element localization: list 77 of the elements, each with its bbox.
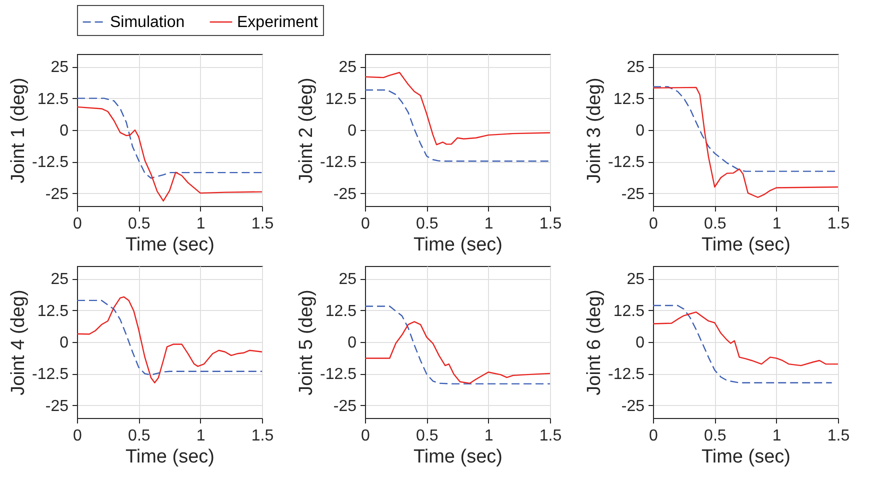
y-tick-label: 0 bbox=[636, 122, 645, 140]
y-tick-label: 0 bbox=[636, 334, 645, 352]
y-tick-label: 25 bbox=[338, 59, 357, 76]
x-axis-title: Time (sec) bbox=[125, 234, 215, 256]
x-tick-label: 1.5 bbox=[539, 428, 562, 444]
y-tick-label: 12.5 bbox=[325, 302, 357, 320]
x-axis-title: Time (sec) bbox=[701, 234, 791, 256]
x-axis-title: Time (sec) bbox=[413, 234, 503, 256]
x-tick-label: 0 bbox=[649, 216, 658, 232]
x-axis-title: Time (sec) bbox=[125, 446, 215, 468]
y-tick-label: -12.5 bbox=[32, 366, 69, 384]
y-tick-label: -12.5 bbox=[32, 154, 69, 172]
y-tick-label: -25 bbox=[621, 186, 645, 203]
line-series bbox=[364, 89, 551, 162]
y-tick-label: 25 bbox=[50, 271, 69, 288]
y-tick-label: 12.5 bbox=[325, 90, 357, 108]
x-tick-label: 1 bbox=[484, 428, 494, 444]
x-tick-label: 0 bbox=[73, 216, 82, 232]
x-tick-label: 0 bbox=[361, 216, 370, 232]
line-series bbox=[364, 321, 551, 384]
y-tick-label: 25 bbox=[338, 271, 357, 288]
x-tick-label: 0.5 bbox=[416, 428, 438, 444]
x-tick-label: 0.5 bbox=[704, 216, 726, 232]
y-tick-label: 12.5 bbox=[613, 90, 645, 108]
y-tick-label: -25 bbox=[621, 398, 645, 415]
y-axis-title: Joint 4 (deg) bbox=[8, 290, 30, 396]
x-tick-label: 1.5 bbox=[251, 428, 274, 444]
y-axis-title: Joint 3 (deg) bbox=[584, 78, 606, 184]
y-tick-label: 0 bbox=[348, 334, 357, 352]
x-tick-label: 0.5 bbox=[128, 428, 150, 444]
y-axis-title: Joint 6 (deg) bbox=[584, 290, 606, 396]
line-series bbox=[652, 86, 839, 198]
x-tick-label: 1 bbox=[196, 216, 206, 232]
x-tick-label: 1.5 bbox=[539, 216, 562, 232]
y-tick-label: -25 bbox=[45, 398, 69, 415]
x-tick-label: 1 bbox=[484, 216, 494, 232]
y-tick-label: 25 bbox=[626, 271, 645, 288]
y-axis-title: Joint 5 (deg) bbox=[296, 290, 318, 396]
y-tick-label: 12.5 bbox=[37, 90, 69, 108]
y-tick-label: 0 bbox=[60, 334, 69, 352]
x-tick-label: 1.5 bbox=[827, 428, 850, 444]
y-tick-label: 12.5 bbox=[37, 302, 69, 320]
line-series bbox=[76, 106, 263, 202]
y-tick-label: -12.5 bbox=[608, 154, 645, 172]
x-tick-label: 1.5 bbox=[251, 216, 274, 232]
y-tick-label: 0 bbox=[348, 122, 357, 140]
y-tick-label: 25 bbox=[50, 59, 69, 76]
legend-label: Experiment bbox=[237, 14, 318, 31]
x-tick-label: 1.5 bbox=[827, 216, 850, 232]
x-tick-label: 0.5 bbox=[704, 428, 726, 444]
x-tick-label: 0 bbox=[73, 428, 82, 444]
y-axis-title: Joint 2 (deg) bbox=[296, 78, 318, 184]
y-tick-label: -25 bbox=[333, 398, 357, 415]
x-tick-label: 1 bbox=[772, 216, 782, 232]
line-series bbox=[652, 312, 839, 366]
legend-label: Simulation bbox=[110, 14, 185, 31]
y-tick-label: -25 bbox=[45, 186, 69, 203]
y-tick-label: -25 bbox=[333, 186, 357, 203]
x-tick-label: 0 bbox=[361, 428, 370, 444]
x-tick-label: 0 bbox=[649, 428, 658, 444]
y-tick-label: -12.5 bbox=[608, 366, 645, 384]
line-series bbox=[76, 98, 263, 179]
x-tick-label: 0.5 bbox=[128, 216, 150, 232]
x-tick-label: 0.5 bbox=[416, 216, 438, 232]
line-series bbox=[652, 304, 832, 384]
x-tick-label: 1 bbox=[196, 428, 206, 444]
y-axis-title: Joint 1 (deg) bbox=[8, 78, 30, 184]
x-axis-title: Time (sec) bbox=[701, 446, 791, 468]
line-series bbox=[364, 306, 551, 384]
x-tick-label: 1 bbox=[772, 428, 782, 444]
x-axis-title: Time (sec) bbox=[413, 446, 503, 468]
y-tick-label: 25 bbox=[626, 59, 645, 76]
y-tick-label: 0 bbox=[60, 122, 69, 140]
y-tick-label: -12.5 bbox=[320, 154, 357, 172]
line-series bbox=[364, 72, 551, 146]
y-tick-label: 12.5 bbox=[613, 302, 645, 320]
y-tick-label: -12.5 bbox=[320, 366, 357, 384]
